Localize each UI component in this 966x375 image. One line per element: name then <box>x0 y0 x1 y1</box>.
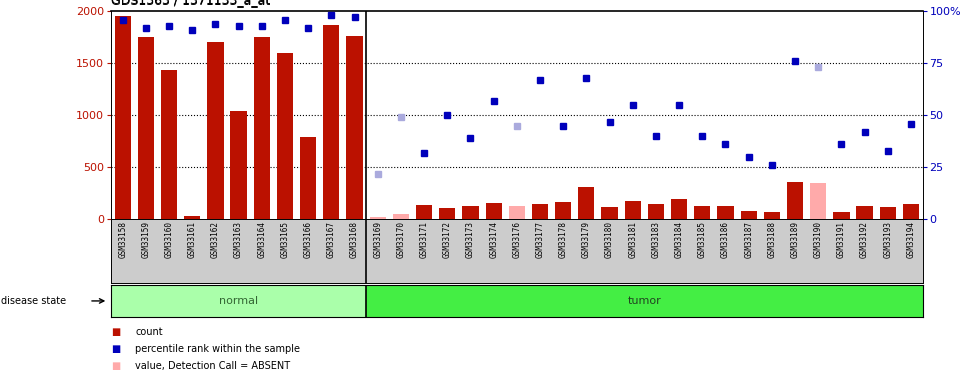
Bar <box>115 16 130 219</box>
Bar <box>463 206 478 219</box>
Text: GSM33167: GSM33167 <box>327 221 336 258</box>
Bar <box>857 206 872 219</box>
Text: tumor: tumor <box>628 296 661 306</box>
Bar <box>300 137 316 219</box>
Bar <box>161 69 177 219</box>
Text: GSM33163: GSM33163 <box>234 221 243 258</box>
Bar <box>509 206 525 219</box>
Text: GSM33171: GSM33171 <box>419 221 429 258</box>
Text: GSM33166: GSM33166 <box>303 221 313 258</box>
Text: GSM33168: GSM33168 <box>350 221 359 258</box>
Bar <box>138 37 154 219</box>
Text: GSM33192: GSM33192 <box>860 221 869 258</box>
Text: GSM33170: GSM33170 <box>396 221 406 258</box>
Bar <box>741 211 756 219</box>
Text: GSM33173: GSM33173 <box>466 221 475 258</box>
Text: GSM33162: GSM33162 <box>211 221 220 258</box>
Text: GDS1363 / 1371133_a_at: GDS1363 / 1371133_a_at <box>111 0 270 8</box>
Bar <box>254 37 270 219</box>
Bar <box>366 285 923 317</box>
Text: GSM33177: GSM33177 <box>535 221 545 258</box>
Text: GSM33189: GSM33189 <box>790 221 800 258</box>
Text: value, Detection Call = ABSENT: value, Detection Call = ABSENT <box>135 361 291 370</box>
Bar <box>440 208 455 219</box>
Bar <box>231 111 246 219</box>
Bar <box>486 203 501 219</box>
Bar <box>787 182 803 219</box>
Text: GSM33160: GSM33160 <box>164 221 174 258</box>
Bar <box>671 199 687 219</box>
Bar <box>555 202 571 219</box>
Text: count: count <box>135 327 163 337</box>
Bar <box>810 183 826 219</box>
Text: disease state: disease state <box>1 296 66 306</box>
Bar <box>416 205 432 219</box>
Bar <box>695 206 710 219</box>
Text: GSM33172: GSM33172 <box>442 221 452 258</box>
Bar <box>111 285 366 317</box>
Text: GSM33183: GSM33183 <box>651 221 661 258</box>
Text: GSM33188: GSM33188 <box>767 221 777 258</box>
Bar <box>764 212 780 219</box>
Bar <box>208 42 223 219</box>
Text: normal: normal <box>219 296 258 306</box>
Text: GSM33158: GSM33158 <box>118 221 128 258</box>
Text: GSM33185: GSM33185 <box>697 221 707 258</box>
Text: GSM33161: GSM33161 <box>187 221 197 258</box>
Bar <box>718 206 733 219</box>
Bar <box>277 53 293 219</box>
Text: GSM33165: GSM33165 <box>280 221 290 258</box>
Text: GSM33159: GSM33159 <box>141 221 151 258</box>
Bar <box>532 204 548 219</box>
Text: GSM33181: GSM33181 <box>628 221 638 258</box>
Text: GSM33194: GSM33194 <box>906 221 916 258</box>
Bar <box>579 187 594 219</box>
Bar <box>324 25 339 219</box>
Bar <box>903 204 919 219</box>
Text: GSM33169: GSM33169 <box>373 221 383 258</box>
Text: GSM33187: GSM33187 <box>744 221 753 258</box>
Text: GSM33184: GSM33184 <box>674 221 684 258</box>
Text: percentile rank within the sample: percentile rank within the sample <box>135 344 300 354</box>
Text: GSM33186: GSM33186 <box>721 221 730 258</box>
Text: GSM33180: GSM33180 <box>605 221 614 258</box>
Bar <box>648 204 664 219</box>
Text: GSM33176: GSM33176 <box>512 221 522 258</box>
Text: GSM33174: GSM33174 <box>489 221 498 258</box>
Text: GSM33190: GSM33190 <box>813 221 823 258</box>
Text: GSM33178: GSM33178 <box>558 221 568 258</box>
Bar <box>370 217 385 219</box>
Bar <box>625 201 640 219</box>
Text: GDS1363 / 1371133_a_at: GDS1363 / 1371133_a_at <box>111 0 270 6</box>
Text: ■: ■ <box>111 361 121 370</box>
Text: GSM33179: GSM33179 <box>582 221 591 258</box>
Text: ■: ■ <box>111 327 121 337</box>
Bar <box>347 36 362 219</box>
Bar <box>834 212 849 219</box>
Bar <box>602 207 617 219</box>
Text: GSM33164: GSM33164 <box>257 221 267 258</box>
Text: GSM33193: GSM33193 <box>883 221 893 258</box>
Text: GSM33191: GSM33191 <box>837 221 846 258</box>
Text: ■: ■ <box>111 344 121 354</box>
Bar <box>880 207 895 219</box>
Bar <box>393 214 409 219</box>
Bar <box>185 216 200 219</box>
